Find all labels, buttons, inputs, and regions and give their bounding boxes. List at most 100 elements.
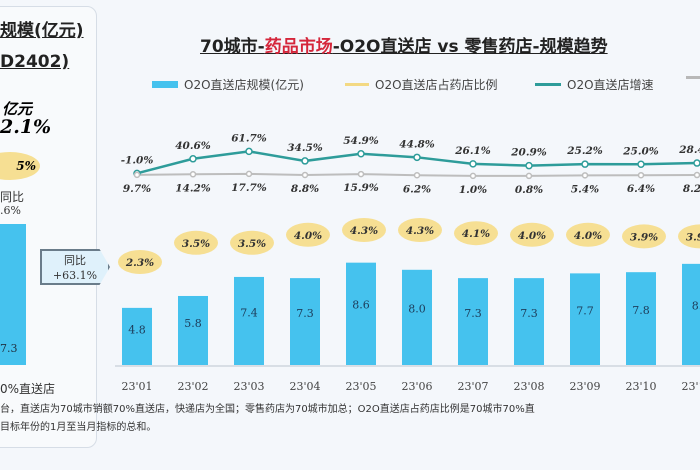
- retail-point: [525, 172, 533, 180]
- retail-label: 6.2%: [403, 183, 431, 195]
- growth-label: 61.7%: [231, 132, 267, 144]
- panel-bar: [0, 224, 26, 365]
- retail-label: 14.2%: [175, 182, 211, 194]
- legend-retail-swatch: [686, 76, 700, 79]
- bar-label: 7.4: [240, 307, 258, 320]
- bar: [178, 295, 208, 365]
- retail-point: [133, 171, 141, 179]
- growth-point: [301, 157, 309, 165]
- growth-label: 34.5%: [287, 142, 323, 154]
- title-part-1: 70城市-: [200, 37, 265, 57]
- arrow-label: 同比: [64, 254, 86, 267]
- legend-label: O2O直送店增速: [567, 78, 654, 92]
- growth-point: [525, 161, 533, 170]
- growth-point: [357, 150, 365, 158]
- legend-label: O2O直送店规模(亿元): [184, 78, 304, 92]
- panel-title: 规模(亿元): [0, 21, 84, 41]
- ratio-label: 3.9%: [630, 231, 658, 243]
- bar: [402, 269, 432, 365]
- panel-unit: 亿元: [2, 100, 33, 118]
- ratio-ellipse: [566, 222, 610, 247]
- legend-item-retail: [686, 76, 700, 79]
- growth-label: 25.2%: [566, 145, 603, 157]
- footer-note-2: 目标年份的1月至当月指标的总和。: [0, 422, 157, 433]
- ratio-label: 4.0%: [294, 230, 322, 242]
- ratio-label: 4.1%: [462, 228, 490, 240]
- bar-label: 7.7: [576, 305, 594, 318]
- retail-label: 15.9%: [343, 182, 379, 194]
- growth-label: 54.9%: [343, 135, 379, 147]
- ratio-ellipse: [622, 224, 666, 249]
- retail-point: [301, 171, 309, 179]
- x-tick-label: 23'08: [513, 380, 544, 393]
- ratio-ellipse: [342, 218, 386, 242]
- growth-point: [469, 160, 477, 168]
- bar-label: 7.3: [464, 307, 482, 320]
- ratio-label: 2.3%: [125, 257, 154, 269]
- panel-yoy-label: 同比: [0, 190, 25, 204]
- panel-ratio: 5%: [0, 152, 40, 180]
- title-part-3: -O2O直送店 vs 零售药店-规模趋势: [332, 37, 608, 57]
- ratio-ellipse: [286, 222, 330, 247]
- bar: [122, 307, 152, 365]
- ratio-ellipse: [678, 224, 700, 249]
- bar: [570, 273, 600, 365]
- legend-growth-swatch: [535, 83, 561, 86]
- bar-label: 8.: [692, 299, 700, 312]
- retail-point: [693, 171, 700, 179]
- ratio-label: 3.5%: [182, 238, 210, 250]
- chart-title: 70城市-药品市场-O2O直送店 vs 零售药店-规模趋势: [200, 32, 608, 57]
- bar-label: 8.6: [352, 299, 370, 312]
- bar: [514, 278, 544, 365]
- retail-point: [357, 170, 365, 178]
- bar: [458, 278, 488, 365]
- title-part-2: 药品市场: [264, 37, 333, 57]
- legend-item-growth: O2O直送店增速: [535, 76, 654, 93]
- bar-label: 8.0: [408, 303, 426, 316]
- ratio-ellipse: [398, 218, 442, 242]
- x-tick-label: 23'05: [345, 380, 376, 393]
- retail-point: [637, 171, 645, 179]
- ratio-label: 3.5%: [238, 238, 266, 250]
- growth-label: 40.6%: [175, 140, 211, 152]
- growth-label: 25.0%: [622, 145, 659, 157]
- bar-label: 7.3: [520, 307, 538, 320]
- bar-label: 7.8: [632, 304, 650, 317]
- x-tick-label: 23'10: [625, 380, 656, 393]
- ratio-ellipse: [174, 230, 218, 255]
- x-tick-label: 23'11: [681, 380, 700, 393]
- retail-point: [245, 170, 253, 178]
- legend-label: O2O直送店占药店比例: [375, 78, 498, 92]
- x-tick-label: 23'01: [121, 380, 152, 393]
- footer-note-1: 台，直送店为70城市销额70%直送店，快递店为全国；零售药店为70城市加总；O2…: [0, 404, 535, 415]
- bar: [234, 276, 264, 365]
- ratio-label: 4.3%: [406, 225, 434, 237]
- growth-label: 44.8%: [399, 138, 435, 150]
- x-tick-label: 23'06: [401, 380, 432, 393]
- panel-bar-value: 7.3: [0, 342, 18, 355]
- retail-label: 9.7%: [123, 183, 151, 195]
- growth-label: 28.4%: [678, 144, 700, 156]
- bar-label: 4.8: [128, 324, 146, 337]
- panel-bar-caption: 0%直送店: [0, 382, 56, 396]
- bar: [290, 278, 320, 365]
- ratio-label: 3.9%: [686, 231, 700, 243]
- growth-label: 20.9%: [510, 147, 547, 159]
- legend-ratio-swatch: [345, 83, 369, 86]
- growth-point: [581, 160, 589, 168]
- arrow-value: +63.1%: [52, 269, 98, 282]
- retail-label: 8.2%: [683, 183, 700, 195]
- legend-item-scale: O2O直送店规模(亿元): [152, 76, 304, 93]
- retail-label: 17.7%: [231, 182, 267, 194]
- retail-point: [189, 171, 197, 178]
- retail-label: 6.4%: [627, 183, 655, 195]
- x-tick-label: 23'07: [457, 380, 488, 393]
- legend-item-ratio: O2O直送店占药店比例: [345, 76, 498, 93]
- retail-label: 1.0%: [459, 184, 487, 196]
- legend-bar-swatch: [152, 81, 178, 88]
- panel-yoy-value: .6%: [0, 204, 21, 217]
- x-tick-label: 23'04: [289, 380, 320, 393]
- growth-point: [189, 155, 197, 163]
- growth-point: [245, 147, 253, 156]
